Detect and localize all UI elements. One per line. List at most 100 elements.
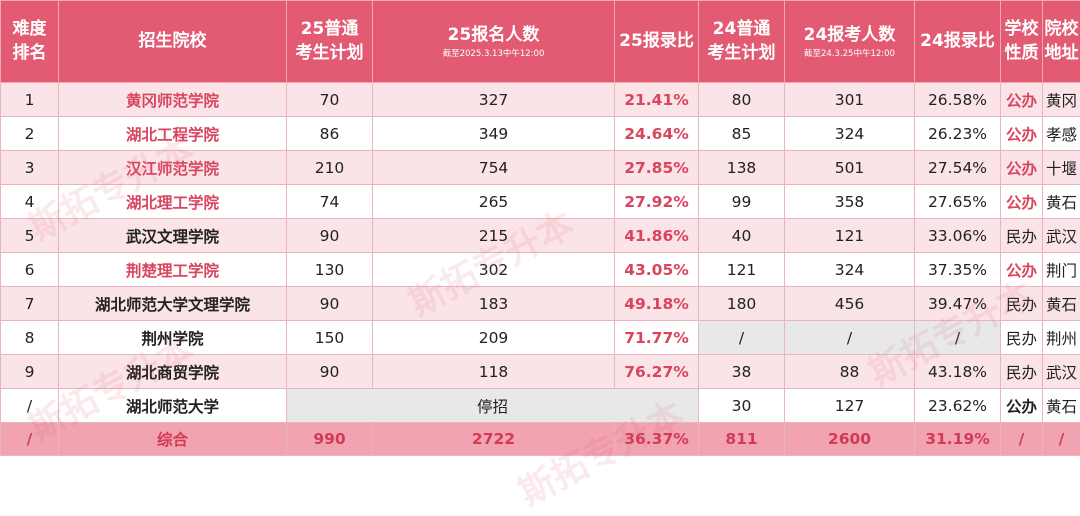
cell-plan24: 30 — [699, 389, 785, 423]
cell-school: 黄冈师范学院 — [59, 83, 287, 117]
cell-rank: 1 — [1, 83, 59, 117]
cell-apply24: / — [785, 321, 915, 355]
column-header-sublabel: 截至2025.3.13中午12:00 — [373, 49, 614, 59]
total-ratio24: 31.19% — [915, 423, 1001, 456]
cell-school: 武汉文理学院 — [59, 219, 287, 253]
column-header-label: 25普通 — [301, 19, 359, 39]
cell-ratio24: 39.47% — [915, 287, 1001, 321]
cell-plan24: 121 — [699, 253, 785, 287]
cell-location: 武汉 — [1043, 219, 1080, 253]
cell-apply25: 209 — [373, 321, 615, 355]
column-header-label: 24报录比 — [920, 31, 995, 51]
cell-rank: 7 — [1, 287, 59, 321]
cell-school: 湖北商贸学院 — [59, 355, 287, 389]
cell-plan24: 40 — [699, 219, 785, 253]
cell-ratio25: 43.05% — [615, 253, 699, 287]
cell-school: 汉江师范学院 — [59, 151, 287, 185]
total-plan25: 990 — [287, 423, 373, 456]
cell-ratio24: 26.58% — [915, 83, 1001, 117]
cell-apply24: 301 — [785, 83, 915, 117]
total-rank: / — [1, 423, 59, 456]
cell-location: 十堰 — [1043, 151, 1080, 185]
cell-type: 公办 — [1001, 151, 1043, 185]
column-header: 难度排名 — [1, 1, 59, 83]
cell-location: 黄石 — [1043, 389, 1080, 423]
cell-location: 荆州 — [1043, 321, 1080, 355]
cell-plan25: 86 — [287, 117, 373, 151]
column-header-label: 25报名人数 — [448, 25, 540, 45]
total-type: / — [1001, 423, 1043, 456]
cell-plan25: 70 — [287, 83, 373, 117]
cell-plan24: 138 — [699, 151, 785, 185]
cell-ratio25: 76.27% — [615, 355, 699, 389]
column-header: 24普通考生计划 — [699, 1, 785, 83]
cell-apply24: 324 — [785, 253, 915, 287]
column-header-sublabel: 排名 — [13, 43, 47, 63]
cell-plan25: 210 — [287, 151, 373, 185]
cell-plan25: 90 — [287, 355, 373, 389]
column-header-sublabel: 性质 — [1005, 43, 1039, 63]
cell-rank: 9 — [1, 355, 59, 389]
cell-ratio25: 71.77% — [615, 321, 699, 355]
cell-location: 荆门 — [1043, 253, 1080, 287]
cell-rank: 5 — [1, 219, 59, 253]
total-plan24: 811 — [699, 423, 785, 456]
cell-apply25: 265 — [373, 185, 615, 219]
cell-apply25: 349 — [373, 117, 615, 151]
cell-apply24: 358 — [785, 185, 915, 219]
cell-rank: 2 — [1, 117, 59, 151]
column-header: 25普通考生计划 — [287, 1, 373, 83]
cell-location: 黄石 — [1043, 287, 1080, 321]
cell-ratio24: 27.65% — [915, 185, 1001, 219]
cell-type: 公办 — [1001, 389, 1043, 423]
cell-apply25: 183 — [373, 287, 615, 321]
cell-ratio25: 27.92% — [615, 185, 699, 219]
column-header-sublabel: 考生计划 — [708, 43, 776, 63]
total-location: / — [1043, 423, 1080, 456]
cell-apply25: 327 — [373, 83, 615, 117]
column-header-label: 院校 — [1045, 19, 1079, 39]
cell-type: 公办 — [1001, 185, 1043, 219]
cell-apply25: 754 — [373, 151, 615, 185]
cell-apply24: 121 — [785, 219, 915, 253]
cell-school: 荆州学院 — [59, 321, 287, 355]
cell-rank: 3 — [1, 151, 59, 185]
cell-type: 公办 — [1001, 253, 1043, 287]
cell-rank: 6 — [1, 253, 59, 287]
cell-type: 公办 — [1001, 83, 1043, 117]
cell-school: 湖北工程学院 — [59, 117, 287, 151]
column-header-label: 24普通 — [713, 19, 771, 39]
cell-plan24: 38 — [699, 355, 785, 389]
total-apply24: 2600 — [785, 423, 915, 456]
cell-ratio25: 41.86% — [615, 219, 699, 253]
cell-ratio25: 27.85% — [615, 151, 699, 185]
cell-ratio24: 43.18% — [915, 355, 1001, 389]
cell-type: 公办 — [1001, 117, 1043, 151]
cell-type: 民办 — [1001, 355, 1043, 389]
cell-apply24: 88 — [785, 355, 915, 389]
cell-location: 黄冈 — [1043, 83, 1080, 117]
cell-type: 民办 — [1001, 321, 1043, 355]
column-header: 24报考人数截至24.3.25中午12:00 — [785, 1, 915, 83]
cell-apply24: 501 — [785, 151, 915, 185]
cell-apply25: 215 — [373, 219, 615, 253]
cell-plan25: 130 — [287, 253, 373, 287]
cell-type: 民办 — [1001, 287, 1043, 321]
cell-ratio24: 27.54% — [915, 151, 1001, 185]
cell-apply25: 118 — [373, 355, 615, 389]
column-header-sublabel: 地址 — [1045, 43, 1079, 63]
cell-apply24: 456 — [785, 287, 915, 321]
cell-rank: / — [1, 389, 59, 423]
cell-plan24: 99 — [699, 185, 785, 219]
total-ratio25: 36.37% — [615, 423, 699, 456]
cell-rank: 4 — [1, 185, 59, 219]
cell-ratio25: 24.64% — [615, 117, 699, 151]
